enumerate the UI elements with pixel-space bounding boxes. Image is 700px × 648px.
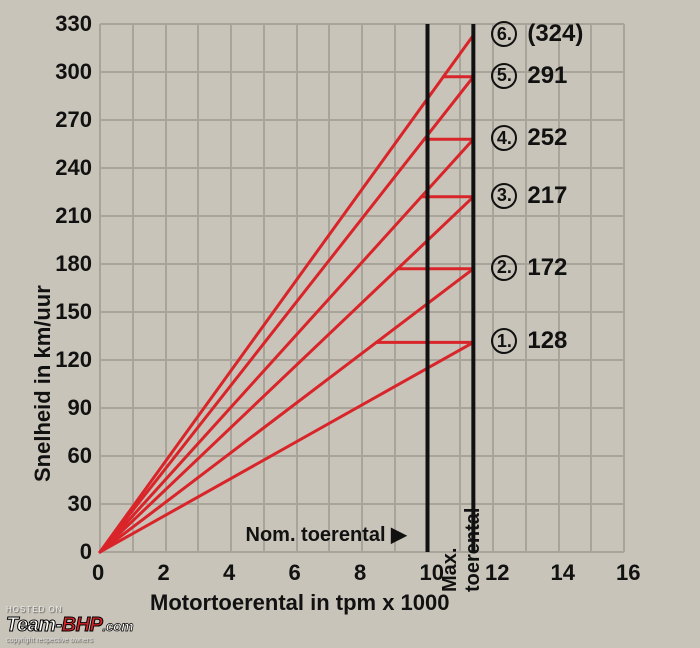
gear-label-5: 5. 291 <box>491 62 567 90</box>
gear-line-2 <box>100 269 473 552</box>
gear-line-6 <box>100 35 473 552</box>
gear-value: 252 <box>527 124 567 152</box>
y-tick: 240 <box>55 155 92 181</box>
y-tick: 150 <box>55 299 92 325</box>
chart-svg <box>0 0 700 648</box>
y-tick: 270 <box>55 107 92 133</box>
gear-circle-icon: 6. <box>491 21 517 47</box>
watermark-brand: Team-BHP.com <box>6 614 133 637</box>
max-toerental-label: Max.toerental <box>439 508 485 592</box>
x-tick: 12 <box>485 560 509 586</box>
watermark: HOSTED ON Team-BHP.com copyright respect… <box>6 605 133 644</box>
y-axis-label: Snelheid in km/uur <box>30 285 56 482</box>
gear-circle-icon: 5. <box>491 63 517 89</box>
gear-label-3: 3. 217 <box>491 182 567 210</box>
x-tick: 8 <box>354 560 366 586</box>
y-tick: 330 <box>55 11 92 37</box>
nom-toerental-label: Nom. toerental ▶ <box>246 522 407 547</box>
watermark-copy: copyright respective owners <box>6 637 133 644</box>
gear-value: 172 <box>527 254 567 282</box>
gear-value: 217 <box>527 182 567 210</box>
y-tick: 30 <box>68 491 92 517</box>
y-tick: 210 <box>55 203 92 229</box>
gear-label-1: 1. 128 <box>491 327 567 355</box>
y-tick: 120 <box>55 347 92 373</box>
x-tick: 2 <box>158 560 170 586</box>
x-tick: 6 <box>289 560 301 586</box>
gear-label-4: 4. 252 <box>491 124 567 152</box>
x-tick: 0 <box>92 560 104 586</box>
gear-circle-icon: 4. <box>491 125 517 151</box>
gear-label-6: 6. (324) <box>491 20 583 48</box>
y-tick: 0 <box>80 539 92 565</box>
gear-label-2: 2. 172 <box>491 254 567 282</box>
x-tick: 4 <box>223 560 235 586</box>
x-tick: 16 <box>616 560 640 586</box>
triangle-right-icon: ▶ <box>391 524 406 546</box>
y-tick: 300 <box>55 59 92 85</box>
gear-value: (324) <box>527 20 583 48</box>
gear-value: 128 <box>527 327 567 355</box>
gear-value: 291 <box>527 62 567 90</box>
watermark-hosted: HOSTED ON <box>6 605 133 614</box>
y-tick: 60 <box>68 443 92 469</box>
x-tick: 14 <box>551 560 575 586</box>
x-axis-label: Motortoerental in tpm x 1000 <box>150 590 450 616</box>
gear-circle-icon: 1. <box>491 328 517 354</box>
gear-circle-icon: 2. <box>491 255 517 281</box>
gear-line-4 <box>100 139 473 552</box>
gear-circle-icon: 3. <box>491 183 517 209</box>
y-tick: 90 <box>68 395 92 421</box>
y-tick: 180 <box>55 251 92 277</box>
gear-line-5 <box>100 77 473 552</box>
